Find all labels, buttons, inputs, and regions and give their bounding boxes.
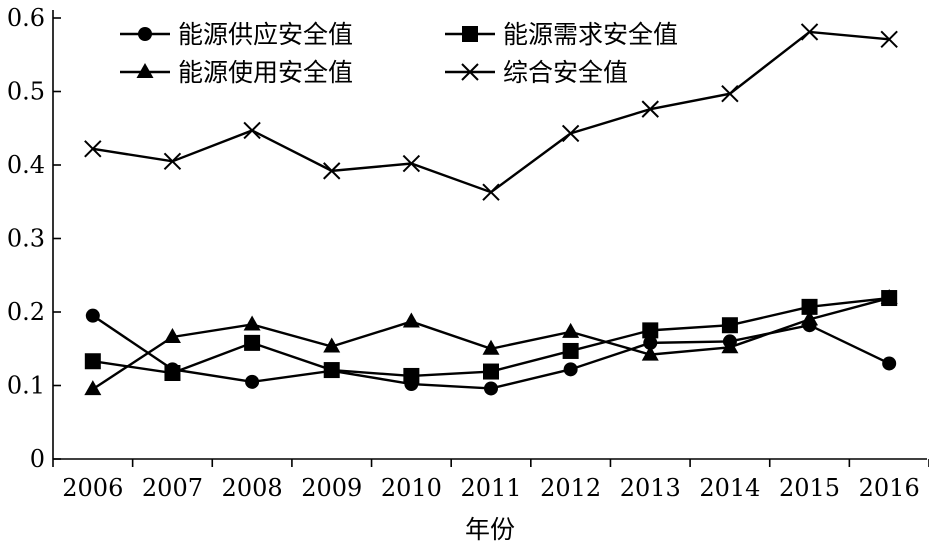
data-point-cross bbox=[561, 124, 580, 143]
data-point-triangle bbox=[721, 338, 739, 354]
data-point-square bbox=[164, 365, 181, 382]
legend-label: 能源使用安全值 bbox=[178, 58, 353, 87]
data-point-triangle bbox=[163, 327, 181, 343]
y-tick-labels: 0 0.1 0.2 0.3 0.4 0.5 0.6 bbox=[7, 4, 45, 473]
x-tick-label: 2014 bbox=[699, 474, 760, 502]
data-point-triangle bbox=[482, 339, 500, 355]
data-point-triangle bbox=[880, 289, 898, 305]
data-point-square bbox=[403, 367, 420, 384]
legend-item-4: 综合安全值 bbox=[445, 58, 628, 87]
legend-item-3: 能源使用安全值 bbox=[120, 58, 353, 87]
data-point-circle bbox=[563, 362, 578, 377]
y-tick-label: 0.3 bbox=[7, 225, 45, 253]
data-point-triangle bbox=[562, 322, 580, 338]
y-tick-label: 0.1 bbox=[7, 372, 45, 400]
x-tick-label: 2007 bbox=[142, 474, 203, 502]
y-tick-label: 0.4 bbox=[7, 151, 45, 179]
data-point-square bbox=[562, 342, 579, 359]
data-point-cross bbox=[641, 100, 659, 118]
legend-marker-circle bbox=[138, 27, 152, 41]
x-axis-label: 年份 bbox=[465, 515, 515, 544]
y-tick-label: 0.2 bbox=[7, 298, 45, 326]
data-point-cross bbox=[482, 183, 500, 201]
data-point-cross bbox=[721, 84, 739, 103]
data-point-circle bbox=[882, 356, 897, 371]
legend-label: 能源供应安全值 bbox=[178, 20, 353, 49]
data-point-cross bbox=[800, 23, 819, 41]
series-group bbox=[84, 23, 898, 396]
data-point-triangle bbox=[84, 380, 102, 396]
axes bbox=[52, 10, 929, 467]
legend-marker-cross bbox=[461, 63, 479, 81]
legend-item-2: 能源需求安全值 bbox=[445, 20, 678, 49]
data-point-triangle bbox=[402, 312, 420, 328]
data-point-cross bbox=[323, 162, 341, 180]
x-tick-labels: 2006 2007 2008 2009 2010 2011 2012 2013 2014 2015… bbox=[62, 474, 919, 502]
legend-marker-triangle bbox=[136, 63, 154, 78]
legend-label: 综合安全值 bbox=[503, 58, 628, 87]
x-tick-label: 2010 bbox=[381, 474, 442, 502]
x-tick-label: 2016 bbox=[859, 474, 920, 502]
data-point-square bbox=[721, 317, 738, 334]
x-tick-label: 2011 bbox=[460, 474, 521, 502]
series-3 bbox=[84, 289, 898, 396]
x-tick-label: 2009 bbox=[301, 474, 362, 502]
series-2 bbox=[84, 290, 898, 384]
data-point-square bbox=[244, 334, 261, 351]
data-point-circle bbox=[484, 381, 498, 396]
x-tick-label: 2013 bbox=[620, 474, 681, 502]
y-tick-label: 0 bbox=[30, 445, 45, 473]
data-point-cross bbox=[402, 154, 421, 173]
data-point-circle bbox=[85, 308, 100, 323]
x-tick-label: 2012 bbox=[540, 474, 601, 502]
data-point-triangle bbox=[641, 345, 659, 361]
data-point-triangle bbox=[243, 315, 261, 331]
data-point-square bbox=[801, 298, 818, 315]
series-4 bbox=[84, 23, 898, 201]
data-point-triangle bbox=[801, 310, 819, 326]
data-point-square bbox=[84, 353, 101, 370]
data-point-circle bbox=[643, 335, 658, 350]
data-point-triangle bbox=[323, 337, 341, 353]
series-line-4 bbox=[92, 30, 890, 194]
data-point-cross bbox=[84, 140, 102, 158]
legend-marker-square bbox=[462, 26, 478, 42]
x-tick-label: 2006 bbox=[62, 474, 123, 502]
data-point-cross bbox=[163, 152, 182, 171]
data-point-square bbox=[483, 363, 499, 380]
x-tick-label: 2015 bbox=[779, 474, 840, 502]
data-point-square bbox=[323, 362, 340, 379]
x-tick-label: 2008 bbox=[222, 474, 283, 502]
data-point-cross bbox=[243, 121, 261, 140]
legend-label: 能源需求安全值 bbox=[503, 20, 678, 49]
y-tick-label: 0.5 bbox=[7, 78, 45, 106]
y-tick-label: 0.6 bbox=[7, 4, 45, 32]
data-point-square bbox=[642, 322, 659, 339]
legend-item-1: 能源供应安全值 bbox=[120, 20, 353, 49]
data-point-cross bbox=[880, 30, 898, 49]
data-point-circle bbox=[245, 374, 260, 389]
